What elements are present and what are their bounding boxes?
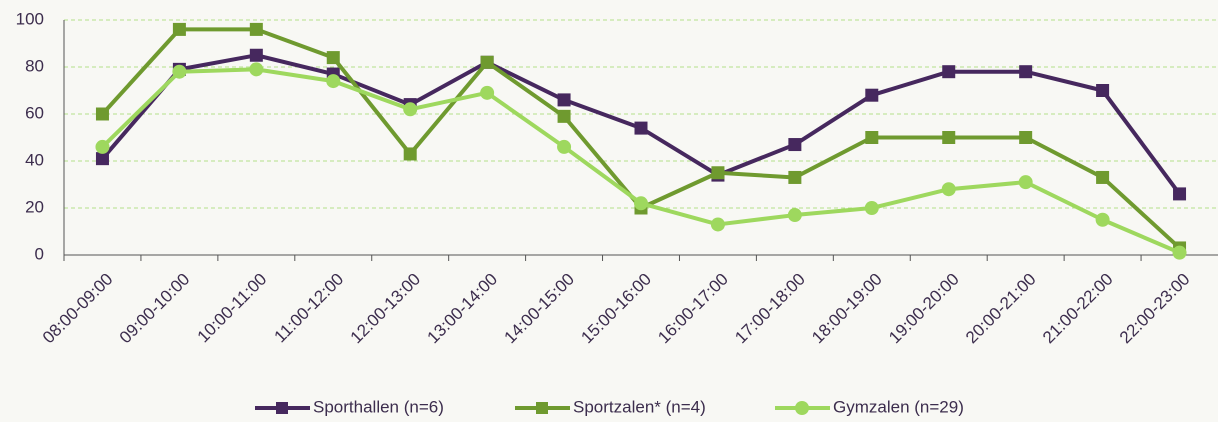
point: [403, 147, 417, 161]
point: [480, 55, 494, 69]
point: [1019, 131, 1033, 144]
legend-label: Sportzalen* (n=4): [573, 397, 706, 416]
point: [941, 182, 956, 197]
x-tick-label: 20:00-21:00: [962, 270, 1040, 348]
point: [172, 64, 187, 79]
point: [1019, 65, 1033, 79]
point: [249, 62, 264, 77]
legend-marker: [795, 401, 809, 415]
x-tick-label: 12:00-13:00: [347, 270, 425, 348]
y-tick-label: 0: [35, 244, 44, 263]
point: [557, 139, 572, 154]
point: [480, 85, 495, 100]
point: [1095, 212, 1110, 227]
legend-label: Sporthallen (n=6): [313, 397, 444, 416]
point: [711, 166, 725, 180]
point: [557, 109, 571, 123]
point: [634, 121, 648, 135]
point: [865, 88, 879, 102]
point: [95, 152, 109, 166]
point: [942, 65, 956, 79]
point: [1018, 175, 1033, 190]
legend-marker: [276, 402, 288, 414]
x-tick-label: 14:00-15:00: [500, 270, 578, 348]
x-tick-label: 10:00-11:00: [194, 270, 271, 347]
point: [326, 74, 341, 89]
series-line: [100, 27, 1181, 250]
point: [557, 93, 571, 107]
point: [710, 217, 725, 232]
x-tick-label: 17:00-18:00: [731, 270, 809, 348]
y-tick-label: 60: [25, 103, 44, 122]
point: [1096, 170, 1110, 184]
y-tick-label: 100: [16, 9, 44, 28]
point: [942, 131, 956, 144]
point: [1173, 187, 1187, 201]
x-tick-label: 11:00-12:00: [271, 270, 348, 347]
point: [1096, 84, 1110, 97]
point: [865, 131, 879, 144]
x-tick-label: 08:00-09:00: [39, 270, 117, 348]
x-tick-label: 09:00-10:00: [116, 270, 194, 348]
y-tick-label: 20: [25, 197, 44, 216]
point: [95, 139, 110, 154]
x-tick-label: 21:00-22:00: [1039, 270, 1117, 348]
point: [788, 138, 802, 152]
x-tick-label: 18:00-19:00: [808, 270, 886, 348]
point: [326, 51, 340, 65]
point: [787, 208, 802, 223]
y-tick-label: 40: [25, 150, 44, 169]
x-tick-label: 22:00-23:00: [1116, 270, 1194, 348]
point: [864, 201, 879, 215]
x-tick-label: 16:00-17:00: [654, 270, 732, 348]
x-tick-label: 15:00-16:00: [577, 270, 655, 348]
legend-label: Gymzalen (n=29): [833, 397, 964, 416]
point: [172, 22, 186, 36]
legend-marker: [536, 402, 548, 414]
x-tick-label: 13:00-14:00: [424, 270, 502, 348]
y-tick-label: 80: [25, 56, 44, 75]
x-tick-label: 19:00-20:00: [885, 270, 963, 348]
point: [1172, 245, 1187, 260]
point: [788, 170, 802, 184]
point: [403, 102, 418, 117]
point: [95, 107, 109, 121]
point: [634, 196, 648, 211]
point: [249, 22, 263, 36]
point: [249, 48, 263, 62]
